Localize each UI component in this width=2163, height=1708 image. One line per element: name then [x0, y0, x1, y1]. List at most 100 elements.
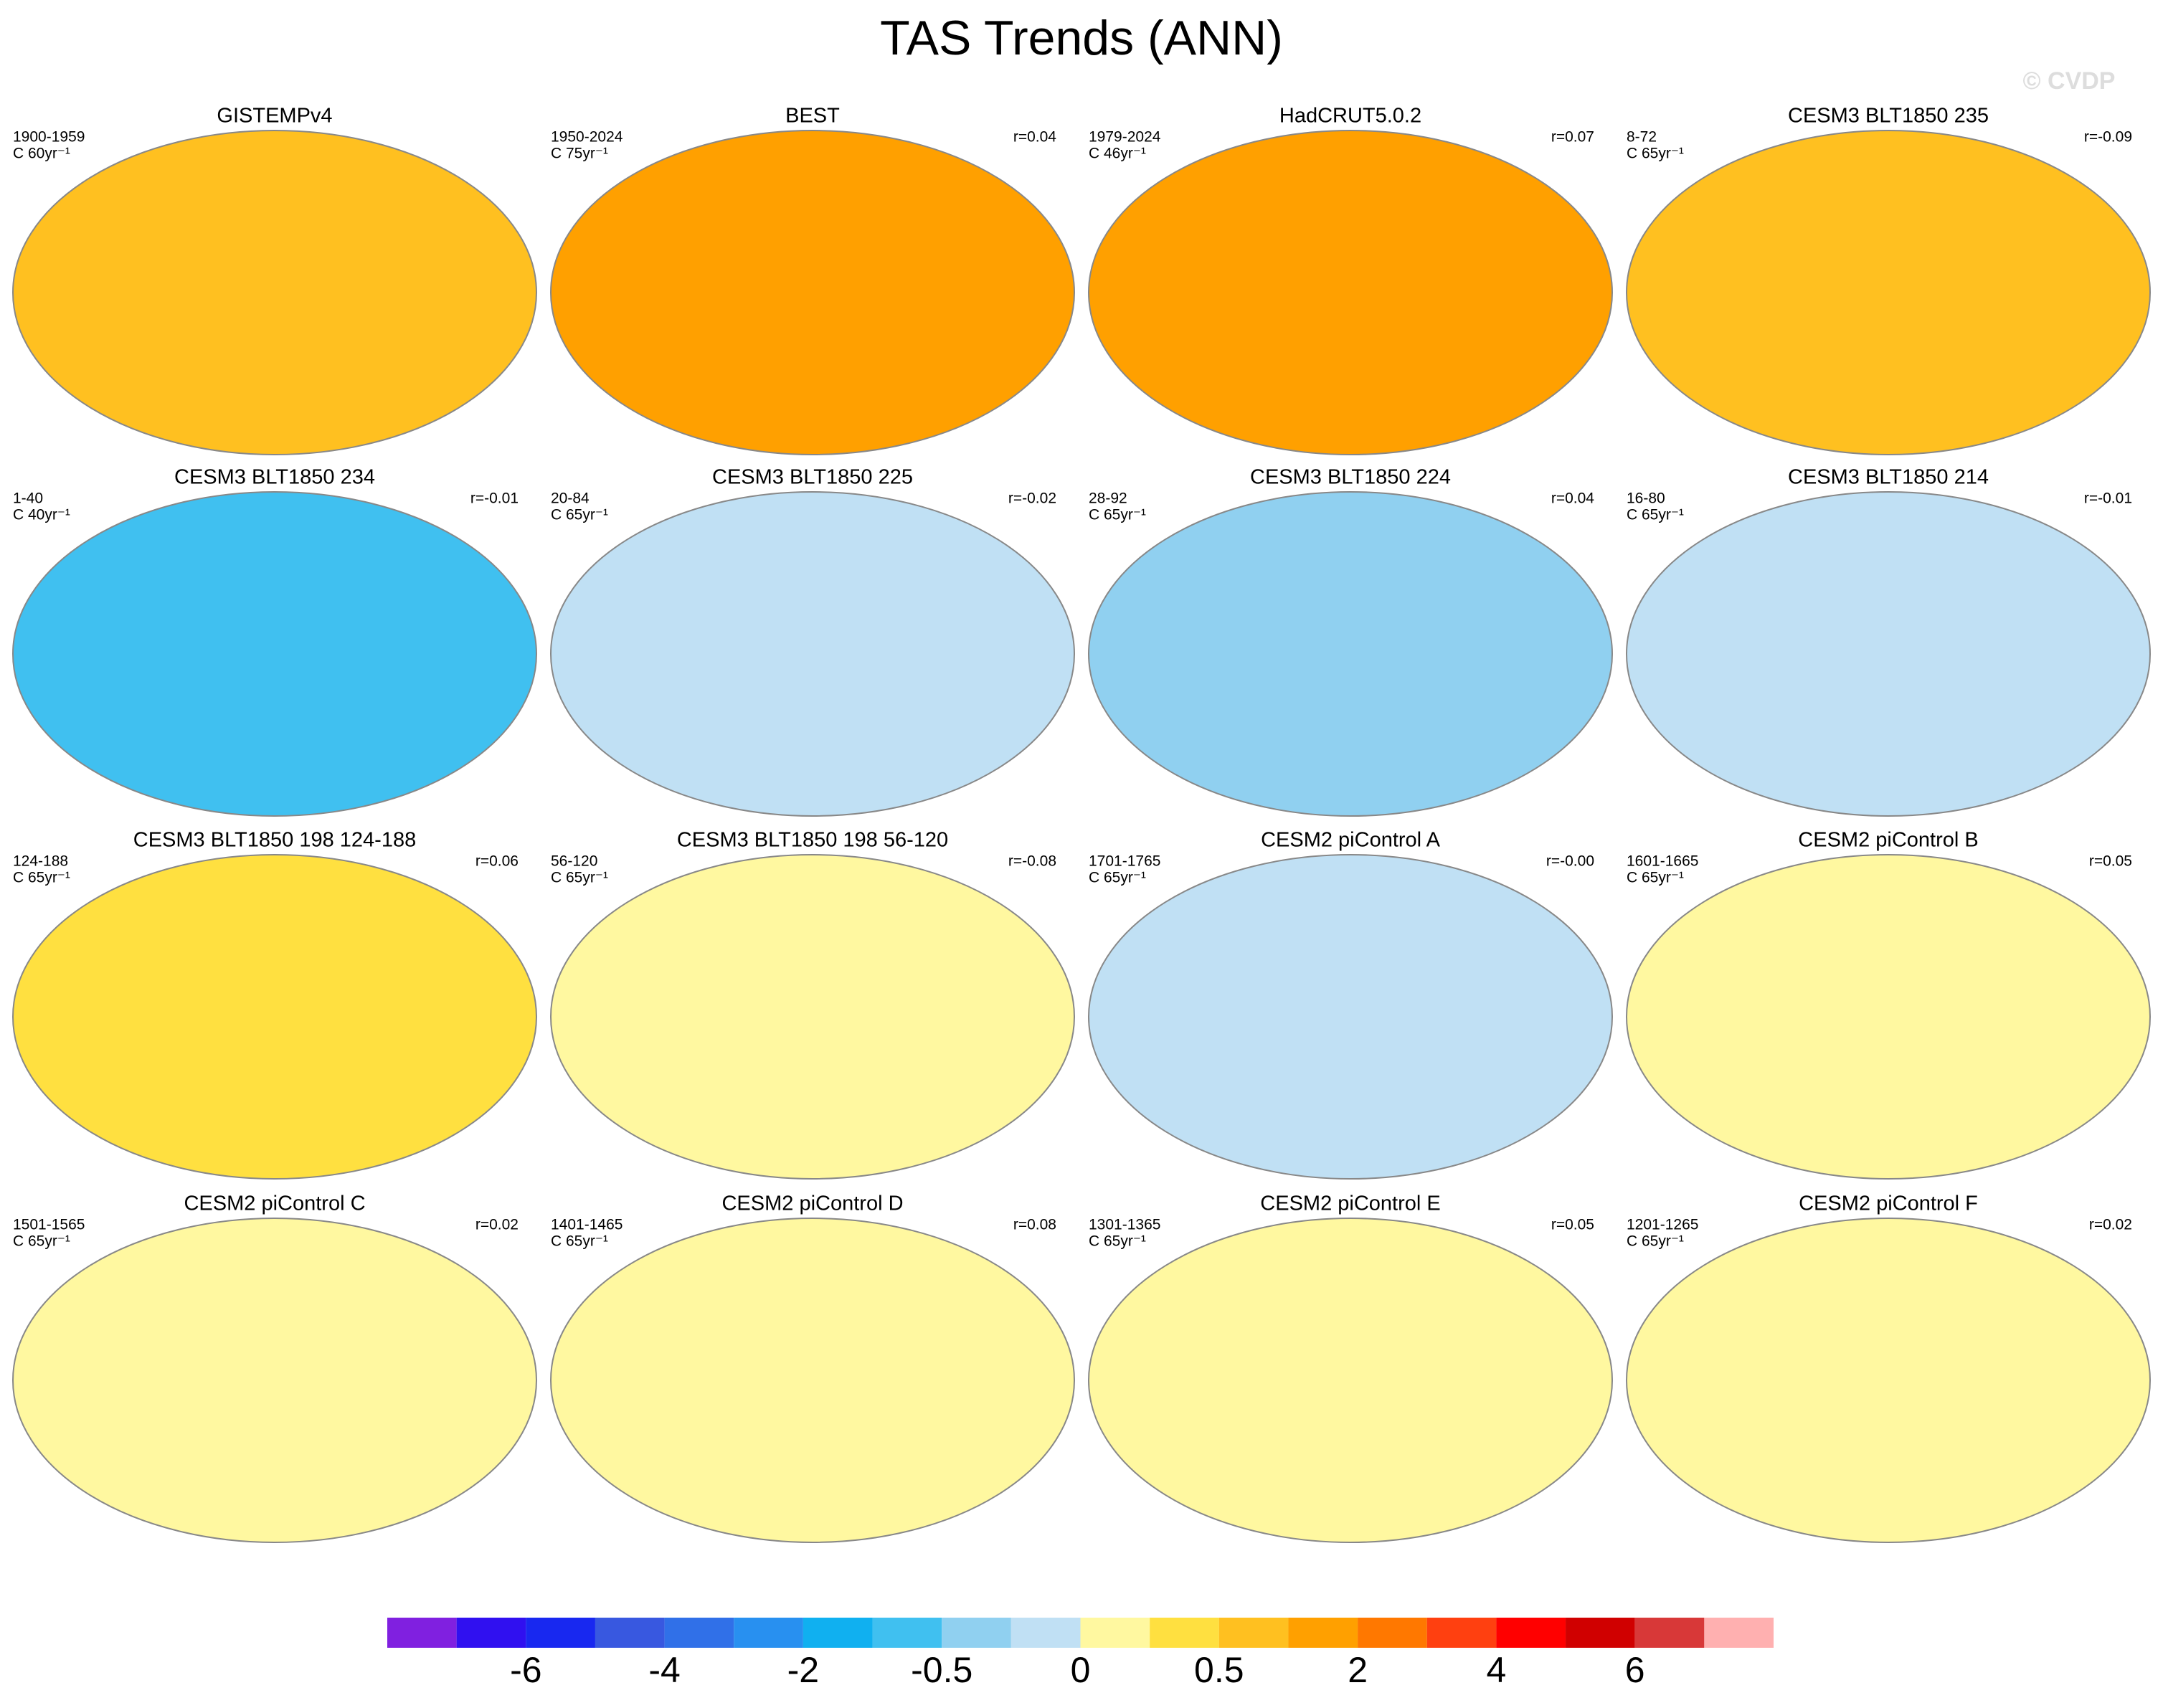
panel-title: CESM3 BLT1850 198 124-188	[133, 829, 416, 852]
panel-title: CESM3 BLT1850 225	[712, 466, 913, 489]
panel-units: C 60yr⁻¹	[13, 146, 70, 162]
panel-units: C 65yr⁻¹	[1627, 870, 1684, 886]
colorbar-box	[1010, 1618, 1081, 1648]
map	[1626, 130, 2151, 455]
colorbar-box	[456, 1618, 526, 1648]
map	[1088, 491, 1613, 817]
panel-period: 1301-1365	[1089, 1217, 1160, 1233]
colorbar-label: 6	[1625, 1650, 1645, 1690]
colorbar-label: -4	[648, 1650, 680, 1690]
panel-title: CESM2 piControl D	[721, 1192, 903, 1215]
colorbar-box	[803, 1618, 873, 1648]
map	[1088, 854, 1613, 1180]
map	[12, 854, 537, 1180]
panel-units: C 65yr⁻¹	[1627, 146, 1684, 162]
panel-units: C 65yr⁻¹	[1627, 507, 1684, 523]
panel-r: r=0.07	[1551, 129, 1594, 146]
panel-period: 1601-1665	[1627, 853, 1698, 870]
map	[550, 491, 1075, 817]
panel-r: r=0.02	[475, 1217, 519, 1233]
colorbar-box	[1634, 1618, 1705, 1648]
panel-title: CESM2 piControl F	[1799, 1192, 1978, 1215]
panel-period: 1979-2024	[1089, 129, 1161, 146]
panel-units: C 65yr⁻¹	[1089, 1233, 1146, 1250]
colorbar-label: -0.5	[911, 1650, 972, 1690]
map	[550, 854, 1075, 1180]
panel-units: C 65yr⁻¹	[551, 870, 608, 886]
panel-units: C 65yr⁻¹	[551, 507, 608, 523]
panel-units: C 65yr⁻¹	[1627, 1233, 1684, 1250]
colorbar-box	[1150, 1618, 1219, 1648]
panel-period: 124-188	[13, 853, 68, 870]
panel-period: 1501-1565	[13, 1217, 85, 1233]
map	[550, 130, 1075, 455]
panel-title: CESM2 piControl B	[1798, 829, 1978, 852]
colorbar-box	[1218, 1618, 1289, 1648]
colorbar-box	[734, 1618, 803, 1648]
colorbar-box	[1496, 1618, 1566, 1648]
panel-r: r=0.05	[2089, 853, 2132, 870]
colorbar-box	[1358, 1618, 1427, 1648]
panel-units: C 75yr⁻¹	[551, 146, 608, 162]
colorbar-label: 2	[1348, 1650, 1368, 1690]
panel-period: 1701-1765	[1089, 853, 1160, 870]
map	[1088, 130, 1613, 455]
colorbar-box	[664, 1618, 734, 1648]
colorbar-box	[1426, 1618, 1497, 1648]
panel-period: 28-92	[1089, 490, 1127, 507]
panel-period: 16-80	[1627, 490, 1665, 507]
map	[1626, 1218, 2151, 1543]
panel-period: 56-120	[551, 853, 597, 870]
panel-r: r=0.04	[1551, 490, 1594, 507]
panel-r: r=-0.01	[470, 490, 519, 507]
panel-period: 1-40	[13, 490, 43, 507]
panel-title: HadCRUT5.0.2	[1279, 105, 1421, 128]
panel-units: C 46yr⁻¹	[1089, 146, 1146, 162]
colorbar-box	[942, 1618, 1011, 1648]
map	[1626, 854, 2151, 1180]
colorbar-box	[1704, 1618, 1774, 1648]
panel-units: C 65yr⁻¹	[13, 870, 70, 886]
panel-title: CESM3 BLT1850 224	[1250, 466, 1451, 489]
panel-r: r=0.02	[2089, 1217, 2132, 1233]
panel-r: r=0.06	[475, 853, 519, 870]
panel-period: 1401-1465	[551, 1217, 623, 1233]
panel-title: BEST	[785, 105, 840, 128]
panel-units: C 65yr⁻¹	[1089, 870, 1146, 886]
colorbar-box	[595, 1618, 665, 1648]
panel-units: C 65yr⁻¹	[13, 1233, 70, 1250]
panel-period: 1950-2024	[551, 129, 623, 146]
panel-r: r=-0.02	[1008, 490, 1056, 507]
panel-title: CESM2 piControl E	[1260, 1192, 1440, 1215]
panel-units: C 40yr⁻¹	[13, 507, 70, 523]
colorbar-box	[1288, 1618, 1358, 1648]
colorbar-box	[872, 1618, 942, 1648]
panel-title: CESM3 BLT1850 198 56-120	[677, 829, 948, 852]
panel-title: CESM2 piControl A	[1261, 829, 1440, 852]
colorbar-label: -2	[787, 1650, 819, 1690]
panel-r: r=0.08	[1013, 1217, 1056, 1233]
panel-units: C 65yr⁻¹	[1089, 507, 1146, 523]
map	[550, 1218, 1075, 1543]
panel-r: r=-0.00	[1546, 853, 1594, 870]
colorbar-label: 4	[1486, 1650, 1506, 1690]
panel-title: CESM2 piControl C	[184, 1192, 365, 1215]
panel-r: r=-0.09	[2084, 129, 2132, 146]
panel-title: GISTEMPv4	[217, 105, 332, 128]
colorbar-label: 0.5	[1194, 1650, 1244, 1690]
panel-title: CESM3 BLT1850 235	[1788, 105, 1989, 128]
colorbar-label: 0	[1071, 1650, 1091, 1690]
figure-title: TAS Trends (ANN)	[880, 11, 1283, 65]
panel-units: C 65yr⁻¹	[551, 1233, 608, 1250]
map	[12, 130, 537, 455]
panel-r: r=0.04	[1013, 129, 1056, 146]
map	[1088, 1218, 1613, 1543]
map	[12, 491, 537, 817]
panel-r: r=-0.08	[1008, 853, 1056, 870]
panel-period: 20-84	[551, 490, 590, 507]
colorbar-label: -6	[510, 1650, 541, 1690]
colorbar-box	[1080, 1618, 1150, 1648]
panel-period: 8-72	[1627, 129, 1657, 146]
colorbar-box	[526, 1618, 595, 1648]
